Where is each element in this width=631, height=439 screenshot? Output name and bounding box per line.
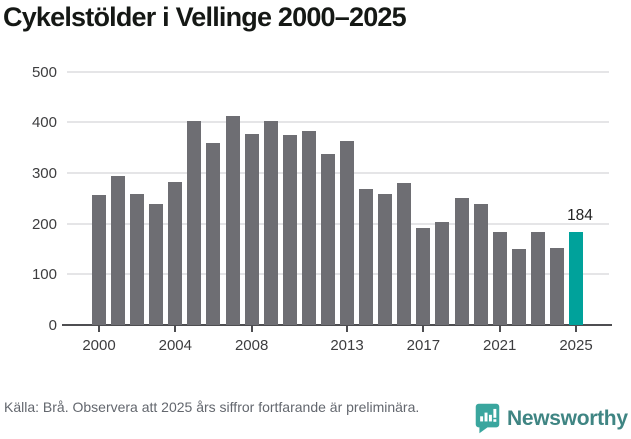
newsworthy-logo-text: Newsworthy: [507, 406, 628, 430]
chart-title: Cykelstölder i Vellinge 2000–2025: [3, 2, 407, 32]
y-axis-label-100: 100: [31, 266, 57, 284]
x-tick-2013: [346, 326, 349, 332]
x-tick-2000: [98, 326, 100, 332]
newsworthy-logo[interactable]: Newsworthy: [475, 403, 628, 434]
bar-2017: [416, 227, 431, 325]
bar-2015: [378, 193, 393, 325]
x-axis-label-2008: 2008: [234, 337, 269, 354]
gridline-300: [67, 171, 609, 174]
bar-2018: [435, 221, 450, 325]
bar-2020: [473, 203, 488, 325]
gridline-200: [67, 222, 609, 225]
bar-2013: [340, 141, 355, 325]
bar-2011: [301, 130, 316, 325]
bar-2019: [454, 197, 469, 325]
bar-2002: [130, 194, 145, 325]
bar-2006: [206, 142, 221, 325]
y-axis-label-400: 400: [31, 114, 57, 132]
bar-2003: [149, 204, 164, 325]
bar-2009: [263, 121, 278, 325]
bar-2021: [492, 232, 507, 325]
y-axis-label-0: 0: [48, 317, 57, 334]
bar-2016: [397, 182, 412, 325]
gridline-100: [67, 273, 609, 276]
x-axis-label-2021: 2021: [482, 337, 517, 354]
bar-2014: [359, 189, 374, 325]
newsworthy-chart-bubble-icon: [475, 403, 500, 434]
x-tick-2021: [498, 326, 501, 332]
x-tick-2004: [174, 326, 177, 332]
bar-2025: [569, 231, 583, 325]
bar-2005: [187, 120, 202, 325]
y-axis-label-300: 300: [31, 164, 57, 182]
y-axis-label-200: 200: [31, 215, 57, 233]
bar-2024: [549, 247, 564, 325]
bar-2001: [111, 176, 126, 325]
bar-2000: [92, 194, 106, 325]
x-axis-label-2017: 2017: [406, 337, 441, 354]
bar-2023: [530, 232, 545, 325]
x-tick-2025: [575, 326, 577, 332]
x-tick-2017: [422, 326, 425, 332]
y-axis-label-500: 500: [31, 63, 57, 81]
gridline-500: [67, 70, 609, 73]
x-axis-label-2013: 2013: [330, 337, 364, 354]
bar-2007: [225, 116, 240, 325]
bar-2008: [244, 134, 259, 325]
gridline-400: [67, 121, 609, 124]
x-axis-label-2004: 2004: [158, 337, 192, 354]
bar-2012: [320, 154, 335, 325]
x-tick-2008: [250, 326, 253, 332]
bar-2010: [282, 134, 297, 325]
bar-2022: [511, 249, 526, 325]
x-axis-line: [62, 324, 612, 326]
source-note: Källa: Brå. Observera att 2025 års siffr…: [4, 399, 420, 415]
x-axis-label-2025: 2025: [559, 337, 593, 354]
bar-2004: [168, 182, 183, 325]
x-axis-label-2000: 2000: [82, 337, 116, 354]
highlight-value-label: 184: [567, 206, 593, 224]
